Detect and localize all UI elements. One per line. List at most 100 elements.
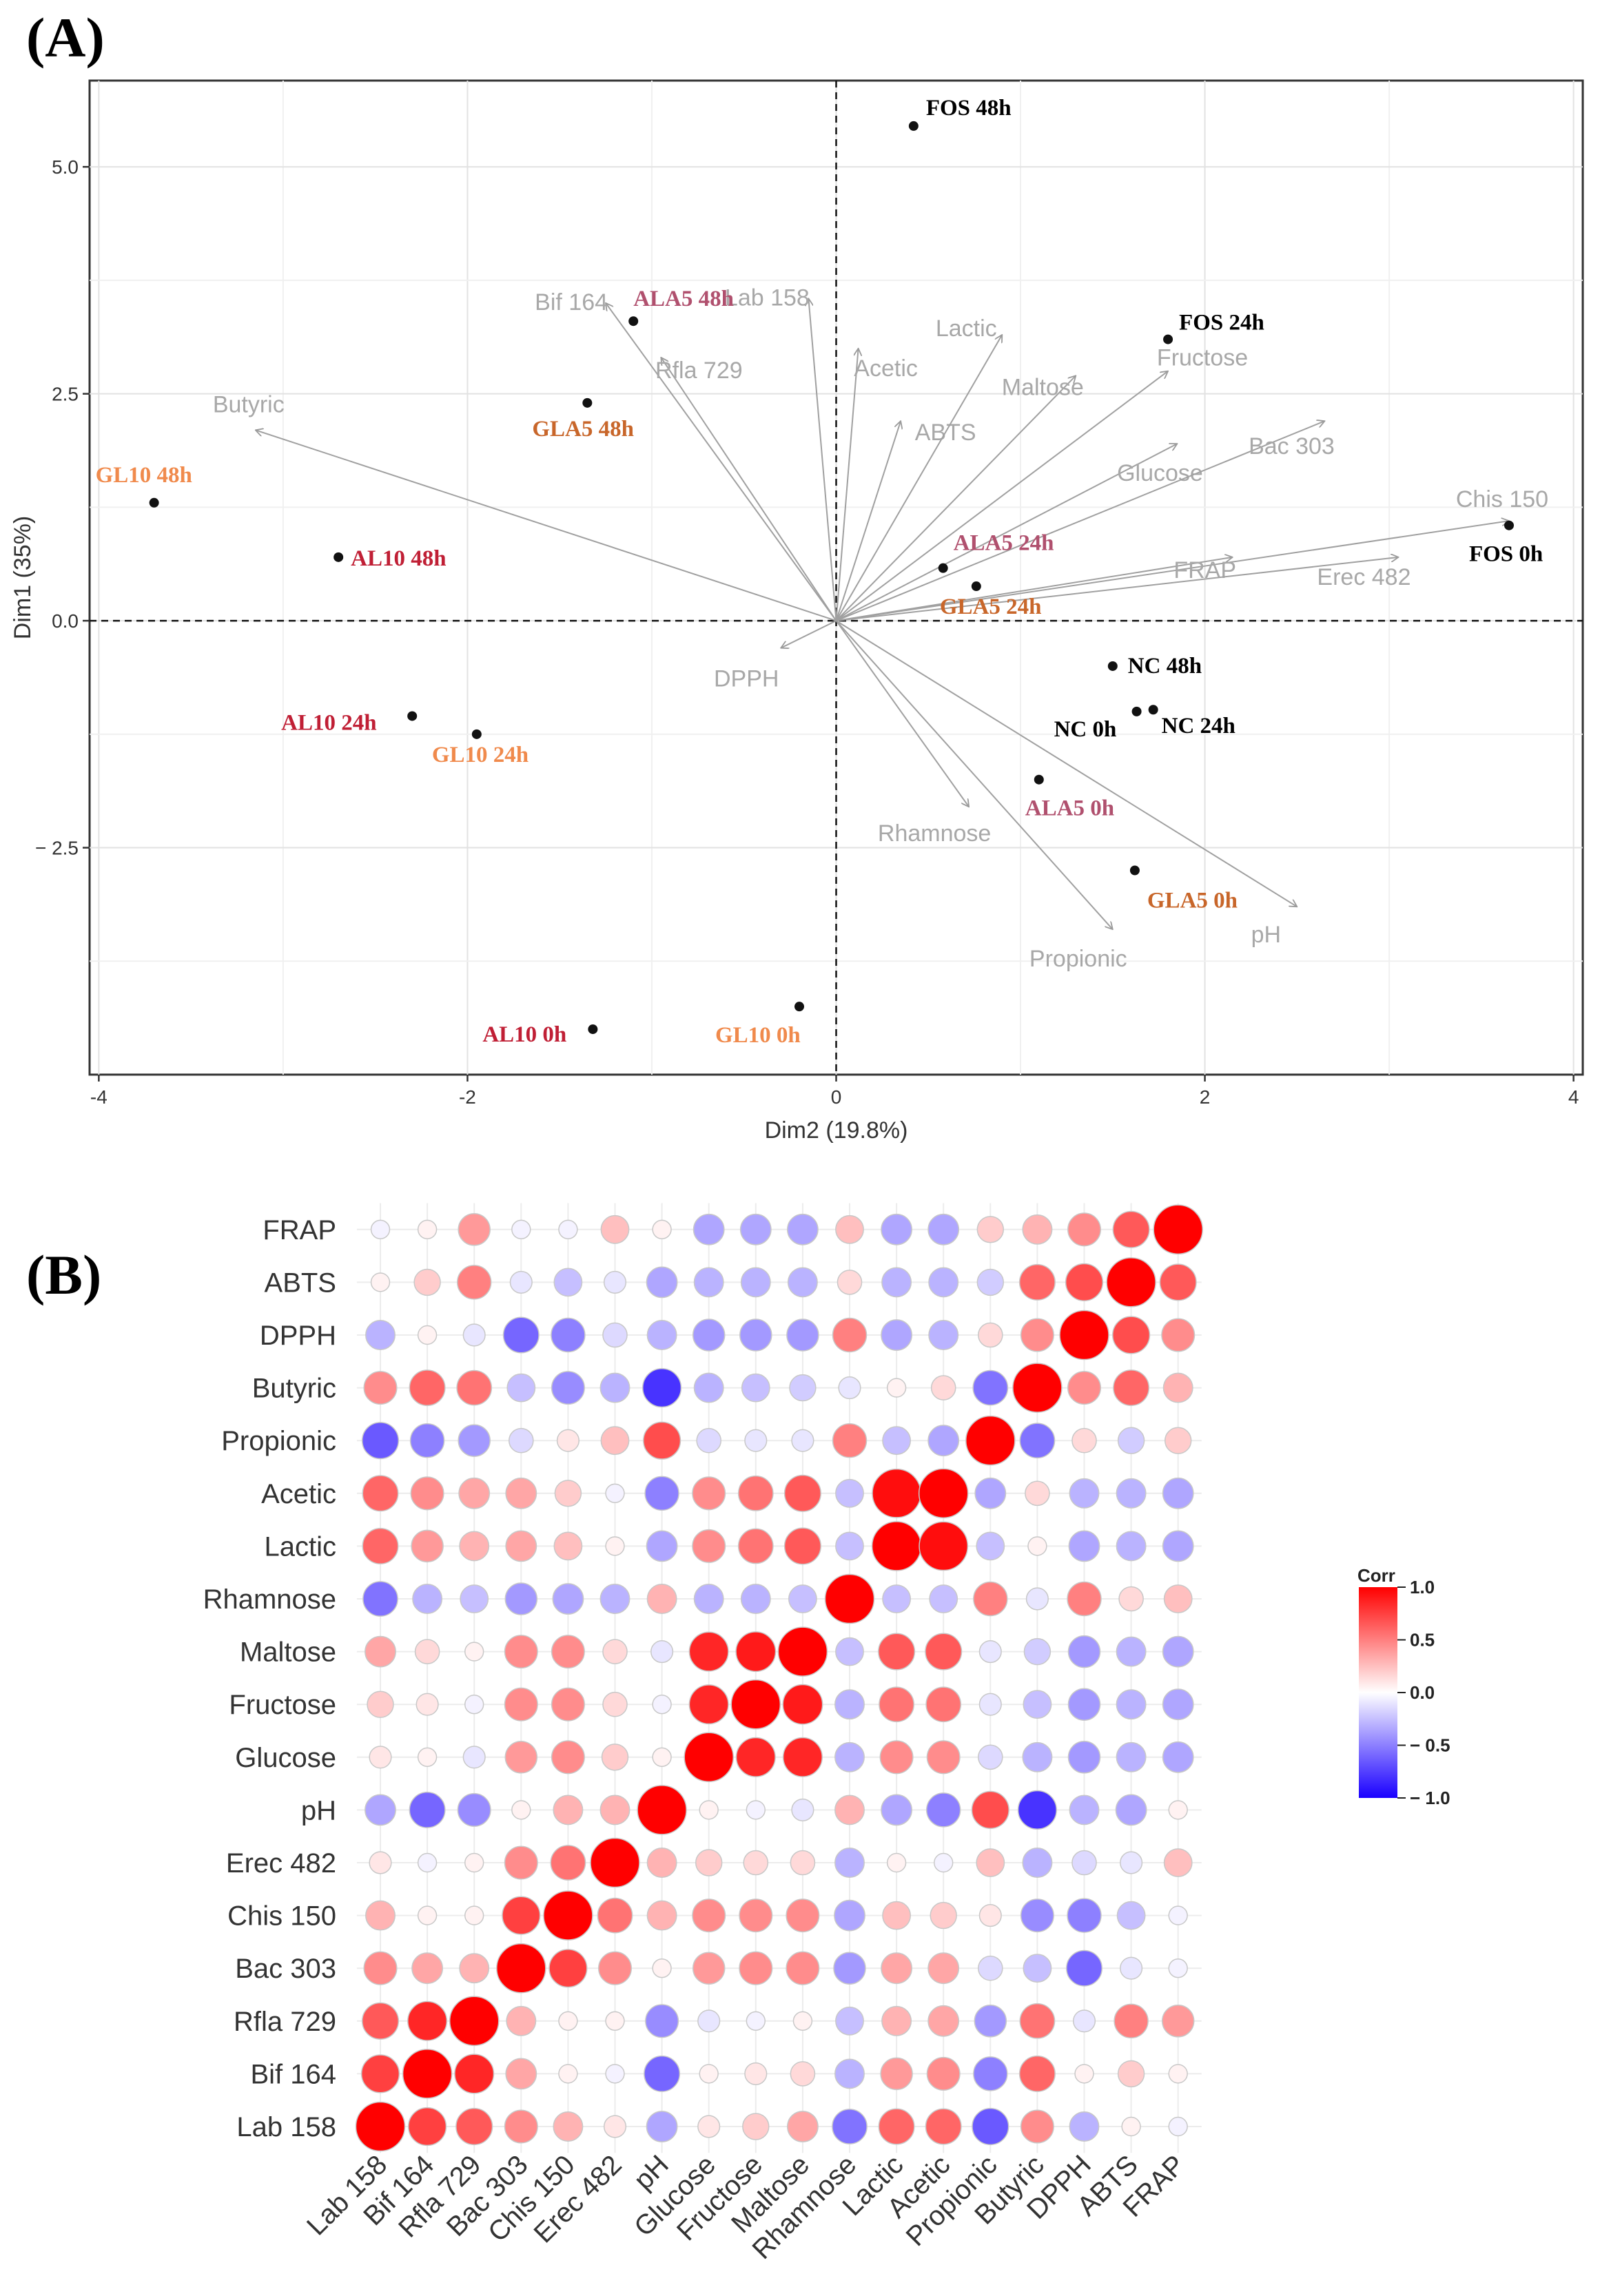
corr-cell-maltose-rhamnose xyxy=(835,1637,864,1666)
pca-x-tick-label: 4 xyxy=(1568,1086,1579,1108)
corr-cell-bif-164-dpph xyxy=(1074,2064,1094,2084)
corr-cell-dpph-bif-164 xyxy=(417,1325,438,1345)
corr-cell-frap-dpph xyxy=(1067,1212,1102,1247)
corr-cell-bac-303-rfla-729 xyxy=(459,1953,490,1984)
corr-cell-dpph-maltose xyxy=(786,1318,819,1352)
corr-cell-lactic-bac-303 xyxy=(505,1530,537,1562)
corr-cell-bif-164-ph xyxy=(644,2055,681,2092)
corr-cell-propionic-ph xyxy=(642,1421,681,1460)
corr-cell-abts-maltose xyxy=(787,1267,818,1298)
corr-cell-bif-164-erec-482 xyxy=(605,2064,625,2084)
pca-x-axis-title: Dim2 (19.8%) xyxy=(765,1117,908,1144)
corr-cell-erec-482-abts xyxy=(1120,1851,1143,1874)
corr-cell-fructose-lab-158 xyxy=(367,1690,394,1718)
corr-cell-rfla-729-propionic xyxy=(974,2005,1007,2038)
correlation-matrix: Lab 158 Bif 164 Rfla 729 Bac 303 Chis 150 Ere… xyxy=(203,1203,1450,2265)
corr-cell-rhamnose-bif-164 xyxy=(412,1584,443,1614)
arrow-erec-482 xyxy=(836,557,1399,622)
corr-cell-fructose-fructose xyxy=(730,1679,781,1730)
point-label-al10-24h: AL10 24h xyxy=(281,710,376,735)
point-label-al10-48h: AL10 48h xyxy=(351,546,446,571)
corr-cell-dpph-erec-482 xyxy=(602,1322,628,1348)
pca-y-tick-label: 5.0 xyxy=(52,156,79,178)
corr-cell-chis-150-erec-482 xyxy=(597,1897,633,1934)
corr-cell-chis-150-butyric xyxy=(1020,1899,1054,1933)
corr-cell-erec-482-butyric xyxy=(1022,1848,1053,1878)
corr-cell-lactic-abts xyxy=(1116,1531,1147,1562)
var-label-erec-482: Erec 482 xyxy=(1317,564,1411,590)
corr-cell-fructose-bif-164 xyxy=(416,1693,439,1716)
corr-row-label-propionic: Propionic xyxy=(221,1426,336,1456)
arrow-acetic xyxy=(835,349,859,621)
corr-cell-bac-303-glucose xyxy=(692,1952,726,1985)
corr-cell-frap-rhamnose xyxy=(835,1214,864,1244)
corr-cell-bac-303-acetic xyxy=(927,1952,960,1985)
pca-zero-lines xyxy=(90,81,1583,1075)
var-label-acetic: Acetic xyxy=(854,355,918,382)
legend-tick-label: − 0.5 xyxy=(1410,1735,1450,1756)
corr-cell-glucose-frap xyxy=(1162,1741,1194,1773)
corr-cell-glucose-glucose xyxy=(684,1732,734,1783)
point-gl10-0h xyxy=(794,1002,804,1012)
corr-cell-glucose-bac-303 xyxy=(504,1741,538,1774)
corr-legend-ticks: 1.0 0.5 0.0 − 0.5 − 1.0 xyxy=(1397,1577,1450,1808)
corr-cell-ph-butyric xyxy=(1017,1790,1057,1830)
corr-cell-dpph-propionic xyxy=(977,1322,1003,1348)
corr-cell-ph-fructose xyxy=(746,1800,766,1820)
corr-row-label-acetic: Acetic xyxy=(261,1479,336,1509)
corr-cell-lactic-bif-164 xyxy=(411,1529,444,1563)
arrow-bif-164 xyxy=(606,303,837,621)
corr-cell-ph-lactic xyxy=(881,1794,912,1826)
corr-cell-bif-164-abts xyxy=(1117,2060,1145,2088)
corr-cell-acetic-fructose xyxy=(737,1475,774,1511)
arrow-rhamnose xyxy=(835,620,970,807)
corr-cell-dpph-frap xyxy=(1161,1318,1196,1352)
pca-observation-points: FOS 48h FOS 24h FOS 0h ALA5 48h GLA5 48h GL10… xyxy=(96,96,1543,1048)
corr-cell-frap-lactic xyxy=(881,1213,912,1245)
corr-cell-erec-482-chis-150 xyxy=(550,1845,586,1881)
corr-cell-lab-158-rhamnose xyxy=(832,2109,868,2144)
var-label-glucose: Glucose xyxy=(1117,460,1203,486)
corr-cell-chis-150-acetic xyxy=(930,1901,957,1930)
corr-cell-maltose-lactic xyxy=(878,1633,916,1671)
point-label-fos-0h: FOS 0h xyxy=(1469,542,1543,567)
point-al10-0h xyxy=(588,1024,598,1035)
corr-cell-lab-158-maltose xyxy=(787,2111,819,2142)
corr-cell-ph-glucose xyxy=(699,1800,719,1820)
pca-axis-ticks: -4 -2 0 2 4 − 2.5 0.0 2.5 5.0 xyxy=(35,156,1579,1108)
corr-cell-lab-158-propionic xyxy=(972,2107,1009,2146)
arrow-chis-150 xyxy=(836,521,1509,622)
corr-cell-lab-158-fructose xyxy=(742,2113,770,2140)
corr-cell-lab-158-abts xyxy=(1121,2116,1141,2137)
corr-cell-chis-150-dpph xyxy=(1067,1898,1102,1933)
corr-cell-rfla-729-bif-164 xyxy=(407,2000,448,2041)
corr-row-label-bif-164: Bif 164 xyxy=(250,2059,336,2089)
corr-cell-butyric-bif-164 xyxy=(409,1369,446,1407)
corr-cell-glucose-ph xyxy=(652,1747,672,1767)
corr-row-label-rhamnose: Rhamnose xyxy=(203,1584,336,1615)
corr-cell-abts-bif-164 xyxy=(413,1268,441,1296)
corr-cell-chis-150-bac-303 xyxy=(502,1896,541,1935)
corr-cell-frap-maltose xyxy=(787,1213,819,1245)
corr-cell-lactic-frap xyxy=(1162,1530,1194,1562)
arrow-ph xyxy=(835,620,1298,907)
corr-cell-bif-164-maltose xyxy=(790,2061,816,2087)
corr-cell-propionic-chis-150 xyxy=(556,1429,580,1452)
corr-cell-abts-rhamnose xyxy=(837,1270,863,1295)
arrow-rfla-729 xyxy=(661,358,837,621)
corr-cell-acetic-abts xyxy=(1116,1478,1147,1509)
corr-cell-dpph-ph xyxy=(646,1320,677,1350)
corr-cell-ph-bif-164 xyxy=(409,1791,446,1828)
corr-cell-frap-rfla-729 xyxy=(458,1213,491,1246)
corr-cell-propionic-rhamnose xyxy=(832,1423,868,1458)
corr-cell-dpph-glucose xyxy=(692,1318,726,1352)
point-label-nc-48h: NC 48h xyxy=(1128,654,1202,679)
corr-cell-ph-propionic xyxy=(971,1790,1009,1830)
corr-cell-fructose-rhamnose xyxy=(834,1689,865,1720)
corr-cell-rfla-729-butyric xyxy=(1019,2003,1056,2039)
corr-cell-dpph-fructose xyxy=(739,1318,772,1352)
corr-cell-bif-164-rhamnose xyxy=(834,2058,865,2089)
corr-cell-chis-150-bif-164 xyxy=(417,1905,438,1925)
corr-cell-lactic-dpph xyxy=(1068,1530,1100,1562)
pca-y-axis-title: Dim1 (35%) xyxy=(10,516,36,639)
